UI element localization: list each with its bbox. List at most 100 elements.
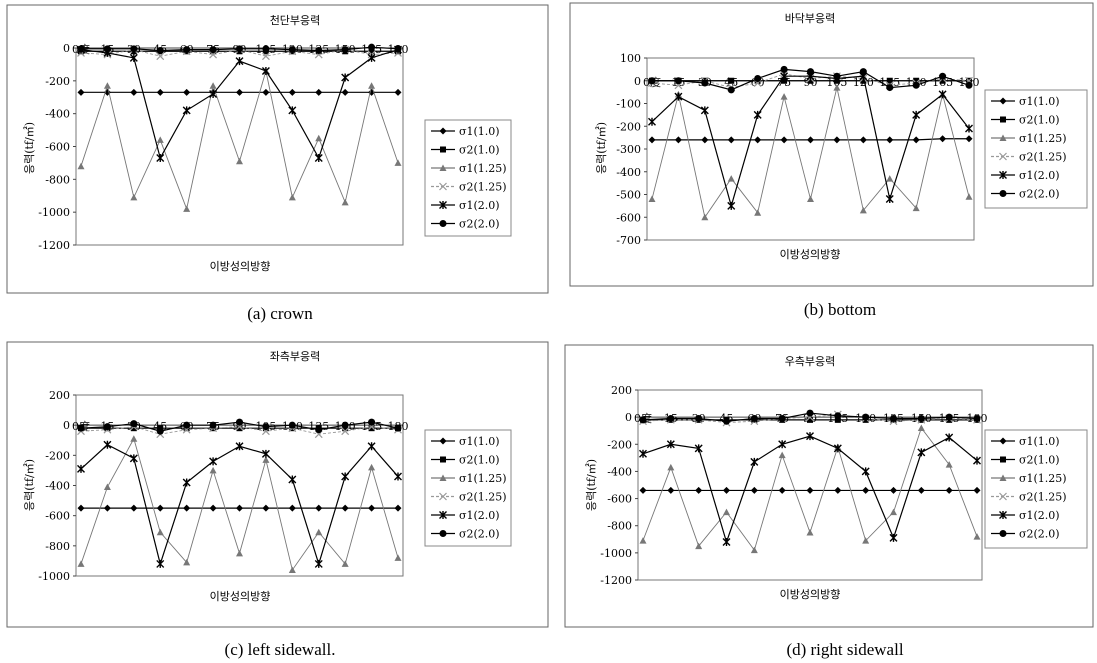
data-point	[394, 472, 402, 481]
legend-label: σ2(2.0)	[1019, 528, 1060, 541]
data-point	[77, 162, 85, 170]
data-point	[754, 136, 762, 144]
data-point	[639, 416, 647, 424]
data-point	[103, 504, 111, 512]
data-point	[236, 88, 243, 96]
legend-marker	[999, 437, 1007, 445]
caption-b: (b) bottom	[803, 300, 877, 319]
data-point	[912, 204, 920, 212]
legend-label: σ2(1.25)	[459, 491, 507, 504]
data-point	[694, 444, 703, 453]
data-point	[261, 66, 270, 75]
data-point	[368, 463, 376, 471]
data-point	[368, 418, 376, 426]
data-point	[288, 193, 296, 201]
data-point	[701, 79, 709, 87]
y-tick-label: 0	[634, 75, 641, 88]
data-point	[861, 467, 870, 476]
y-tick-label: -700	[616, 234, 641, 247]
data-point	[103, 82, 111, 89]
data-point	[917, 424, 925, 431]
legend-marker	[439, 182, 447, 191]
data-point	[917, 448, 926, 457]
data-point	[701, 213, 709, 221]
data-point	[103, 423, 111, 431]
y-tick-label: -400	[45, 108, 70, 121]
y-tick-label: -800	[607, 520, 632, 533]
data-point	[368, 43, 376, 51]
data-point	[288, 566, 296, 573]
data-point	[965, 193, 973, 200]
y-tick-label: -300	[616, 143, 641, 156]
data-point	[806, 529, 814, 536]
data-point	[156, 427, 164, 435]
data-point	[781, 77, 788, 84]
legend-marker	[439, 530, 447, 537]
chart-title: 좌측부응력	[270, 350, 321, 363]
data-point	[806, 432, 814, 441]
legend-label: σ1(1.0)	[1019, 95, 1060, 108]
data-point	[77, 88, 85, 96]
y-tick-label: -500	[616, 189, 641, 202]
legend-box	[424, 429, 512, 547]
y-tick-label: 100	[620, 52, 641, 65]
data-point	[889, 533, 898, 542]
y-tick-label: -1000	[38, 570, 70, 583]
data-point	[288, 106, 297, 115]
data-point	[368, 425, 375, 432]
legend-marker	[439, 127, 447, 135]
data-point	[156, 88, 164, 96]
data-point	[674, 92, 683, 101]
data-point	[262, 423, 270, 431]
legend-label: σ1(1.0)	[1019, 435, 1060, 448]
data-point	[727, 175, 735, 182]
x-axis-title: 이방성의방향	[780, 248, 841, 261]
data-point	[833, 72, 841, 80]
y-tick-label: -400	[607, 465, 632, 478]
data-point	[754, 209, 762, 216]
data-point	[945, 433, 954, 442]
data-point	[183, 558, 191, 566]
data-point	[209, 89, 218, 98]
x-axis-title: 이방성의방향	[210, 260, 271, 273]
legend-label: σ2(2.0)	[459, 528, 500, 541]
data-point	[780, 65, 788, 73]
data-point	[886, 77, 893, 84]
caption-d: (d) right sidewall	[786, 640, 904, 659]
data-point	[394, 88, 402, 96]
data-point	[156, 528, 164, 536]
data-point	[750, 486, 758, 494]
data-point	[695, 486, 703, 494]
data-point	[886, 84, 894, 92]
data-point	[806, 409, 814, 417]
legend-marker	[1000, 456, 1006, 463]
data-point	[288, 88, 296, 96]
data-point	[859, 206, 867, 214]
data-point	[183, 504, 191, 512]
data-point	[666, 440, 675, 449]
data-point	[394, 424, 402, 432]
data-point	[341, 504, 349, 512]
data-point	[209, 504, 217, 512]
data-point	[262, 45, 270, 53]
data-point	[639, 449, 647, 458]
data-point	[917, 415, 925, 422]
data-point	[129, 53, 138, 62]
data-point	[103, 440, 112, 449]
legend-marker	[1000, 116, 1006, 123]
data-point	[394, 45, 402, 53]
data-point	[367, 53, 376, 62]
data-point	[235, 442, 244, 451]
data-point	[667, 463, 675, 471]
data-point	[753, 110, 762, 119]
legend-label: σ2(1.0)	[1019, 114, 1060, 127]
data-point	[341, 472, 350, 481]
data-point	[236, 504, 243, 512]
data-point	[750, 546, 758, 554]
y-tick-label: -800	[45, 173, 70, 186]
data-point	[780, 93, 788, 100]
chart-panel-2: 바닥부응력1000-100-200-300-400-500-600-7000度1…	[569, 2, 1094, 287]
data-point	[648, 195, 656, 203]
data-point	[965, 81, 973, 89]
data-point	[939, 77, 946, 84]
